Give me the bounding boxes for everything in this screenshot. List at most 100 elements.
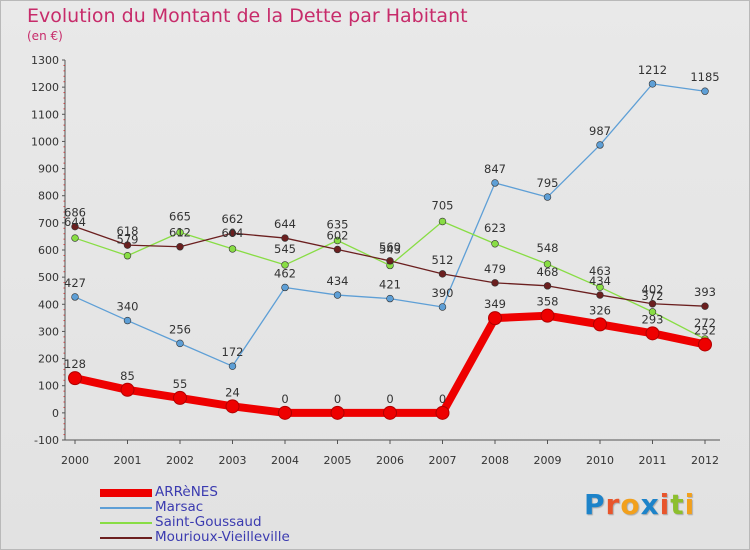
y-tick-label: 200 (38, 353, 59, 366)
legend-swatch (100, 521, 152, 524)
data-label: 545 (274, 242, 296, 256)
legend-label: Marsac (155, 499, 204, 515)
y-tick-label: -100 (34, 434, 59, 447)
data-point (645, 326, 660, 341)
data-point (491, 240, 499, 248)
data-point (71, 293, 79, 301)
data-label: 987 (589, 124, 611, 138)
logo-letter: o (620, 488, 641, 521)
logo-letter: r (605, 488, 621, 521)
data-label: 623 (484, 221, 506, 235)
logo-letter: i (684, 488, 696, 521)
data-label: 340 (117, 300, 139, 314)
y-tick-label: 700 (38, 217, 59, 230)
data-label: 662 (222, 212, 244, 226)
data-label: 512 (432, 253, 454, 267)
data-label: 579 (117, 233, 139, 247)
data-label: 358 (537, 295, 559, 309)
data-label: 548 (537, 241, 559, 255)
data-label: 644 (64, 215, 86, 229)
chart-title: Evolution du Montant de la Dette par Hab… (27, 5, 468, 27)
data-label: 293 (642, 312, 664, 326)
data-point (491, 279, 499, 287)
y-tick-label: 1300 (31, 54, 59, 67)
data-label: 847 (484, 162, 506, 176)
data-label: 604 (222, 226, 244, 240)
data-point (596, 141, 604, 149)
data-point (71, 234, 79, 242)
logo-letter: i (659, 488, 671, 521)
data-point (120, 382, 135, 397)
x-tick-label: 2002 (166, 454, 194, 467)
data-point (333, 291, 342, 299)
data-label: 543 (379, 242, 401, 256)
data-label: 372 (642, 289, 664, 303)
data-point (596, 291, 604, 299)
x-tick-label: 2005 (324, 454, 352, 467)
data-point (386, 294, 394, 303)
logo-letter: t (670, 488, 685, 521)
x-tick-label: 2001 (114, 454, 142, 467)
x-tick-label: 2006 (376, 454, 404, 467)
data-point (333, 236, 342, 245)
data-point (228, 245, 237, 253)
data-point (593, 317, 607, 332)
data-label: 55 (173, 377, 188, 391)
y-tick-label: 1000 (31, 135, 59, 148)
data-point (648, 80, 657, 88)
data-label: 393 (694, 285, 716, 299)
x-tick-label: 2010 (586, 454, 614, 467)
y-tick-label: 0 (52, 407, 59, 420)
data-point (123, 316, 132, 325)
data-point (701, 87, 709, 95)
data-point (281, 283, 289, 292)
x-tick-label: 2011 (639, 454, 667, 467)
data-point (435, 405, 450, 420)
y-tick-label: 900 (38, 163, 59, 176)
data-point (438, 217, 447, 226)
logo-letter: x (640, 488, 660, 521)
data-point (543, 193, 552, 201)
data-point (543, 260, 552, 268)
y-tick-label: 300 (38, 325, 59, 338)
data-label: 252 (694, 323, 716, 337)
data-label: 1185 (690, 70, 719, 84)
data-label: 560 (379, 240, 401, 254)
data-point (281, 261, 289, 269)
data-point (491, 179, 499, 187)
data-label: 172 (222, 345, 244, 359)
data-label: 705 (432, 199, 454, 213)
data-point (438, 270, 447, 278)
unit-label: (en €) (27, 29, 63, 43)
data-label: 468 (537, 265, 559, 279)
x-tick-label: 2012 (691, 454, 719, 467)
x-tick-label: 2003 (219, 454, 247, 467)
data-point (68, 371, 82, 386)
data-point (438, 303, 447, 311)
data-point (228, 229, 237, 237)
data-label: 434 (589, 274, 611, 288)
x-tick-label: 2009 (534, 454, 562, 467)
data-label: 618 (117, 224, 139, 238)
data-label: 644 (274, 217, 296, 231)
data-label: 612 (169, 226, 191, 240)
data-point (543, 282, 552, 290)
data-point (176, 339, 184, 348)
data-label: 421 (379, 278, 401, 292)
data-point (225, 399, 240, 414)
data-point (648, 300, 657, 308)
legend-label: Saint-Goussaud (155, 514, 262, 530)
data-label: 434 (327, 274, 349, 288)
data-label: 427 (64, 276, 86, 290)
data-label: 0 (281, 392, 288, 406)
data-label: 326 (589, 303, 611, 317)
data-label: 665 (169, 209, 191, 223)
data-label: 463 (589, 264, 611, 278)
data-label: 602 (327, 228, 349, 242)
data-label: 0 (386, 392, 393, 406)
data-label: 402 (642, 283, 664, 297)
data-label: 462 (274, 266, 296, 280)
data-point (228, 362, 237, 370)
data-point (333, 245, 342, 254)
